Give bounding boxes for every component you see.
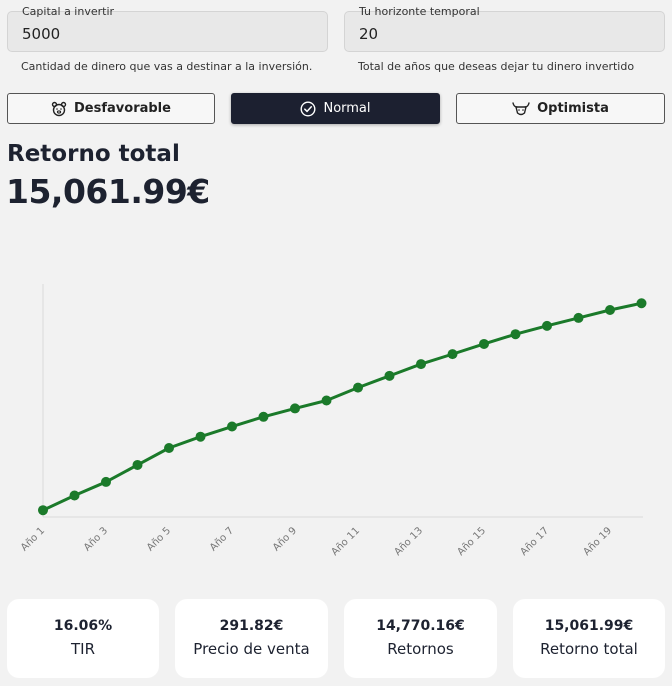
x-tick-label: Año 13	[392, 525, 425, 558]
data-point	[416, 359, 426, 370]
stat-card-tir: 16.06% TIR	[7, 599, 159, 678]
data-point	[353, 382, 363, 393]
capital-input[interactable]: 5000	[22, 25, 61, 43]
stat-value: 15,061.99€	[544, 618, 634, 634]
scenario-optimistic-button[interactable]: Optimista	[456, 93, 665, 124]
horizon-help: Total de años que deseas dejar tu dinero…	[358, 60, 635, 73]
scenario-normal-button[interactable]: Normal	[231, 93, 440, 124]
x-tick-label: Año 19	[581, 525, 614, 558]
stat-value: 291.82€	[219, 618, 284, 634]
stat-label: Precio de venta	[193, 640, 310, 658]
x-tick-label: Año 7	[208, 525, 236, 553]
stat-label: Retorno total	[540, 640, 638, 658]
x-tick-label: Año 1	[19, 525, 47, 553]
x-tick-label: Año 3	[82, 525, 110, 553]
stat-card-total-return: 15,061.99€ Retorno total	[513, 599, 665, 678]
x-tick-label: Año 15	[455, 525, 488, 558]
scenario-normal-label: Normal	[323, 101, 371, 116]
total-return-title: Retorno total	[7, 141, 180, 167]
stat-card-returns: 14,770.16€ Retornos	[344, 599, 497, 678]
scenario-unfavorable-label: Desfavorable	[74, 101, 171, 116]
capital-help: Cantidad de dinero que vas a destinar a …	[21, 60, 313, 73]
stat-label: TIR	[70, 640, 95, 658]
data-point	[573, 312, 584, 323]
x-tick-label: Año 9	[271, 525, 299, 553]
return-line-chart: Año 1 Año 3 Año 5 Año 7 Año 9 Año 11 Año 13 Año…	[19, 284, 647, 558]
data-point	[101, 476, 111, 487]
horizon-label: Tu horizonte temporal	[359, 5, 480, 18]
capital-field[interactable]: Capital a invertir 5000	[7, 6, 328, 52]
capital-label: Capital a invertir	[22, 5, 115, 18]
data-point	[321, 395, 332, 406]
data-point	[195, 431, 206, 442]
series-line	[42, 301, 642, 512]
data-point	[542, 320, 552, 331]
x-tick-label: Año 11	[329, 525, 362, 558]
stat-card-sale-price: 291.82€ Precio de venta	[175, 599, 328, 678]
horizon-input[interactable]: 20	[359, 25, 379, 43]
x-tick-label: Año 17	[518, 525, 551, 558]
data-point	[479, 338, 489, 349]
data-point	[290, 403, 300, 414]
data-point	[258, 411, 269, 422]
bear-icon	[51, 101, 67, 116]
scenario-optimistic-label: Optimista	[537, 101, 609, 116]
data-point	[384, 370, 395, 381]
bull-icon	[512, 101, 530, 115]
check-circle-icon	[300, 100, 316, 117]
data-point	[164, 443, 174, 454]
data-point	[38, 505, 48, 516]
data-point	[636, 298, 647, 309]
stat-value: 14,770.16€	[376, 618, 465, 634]
data-point	[447, 349, 458, 360]
horizon-field[interactable]: Tu horizonte temporal 20	[344, 6, 665, 52]
total-return-value: 15,061.99€	[6, 172, 210, 211]
data-point	[510, 329, 521, 340]
data-point	[605, 305, 615, 316]
data-point	[132, 459, 143, 470]
stat-label: Retornos	[387, 640, 454, 658]
data-point	[69, 490, 80, 501]
stat-value: 16.06%	[53, 618, 113, 634]
data-point	[227, 421, 237, 432]
scenario-unfavorable-button[interactable]: Desfavorable	[7, 93, 215, 124]
x-tick-label: Año 5	[145, 525, 173, 553]
